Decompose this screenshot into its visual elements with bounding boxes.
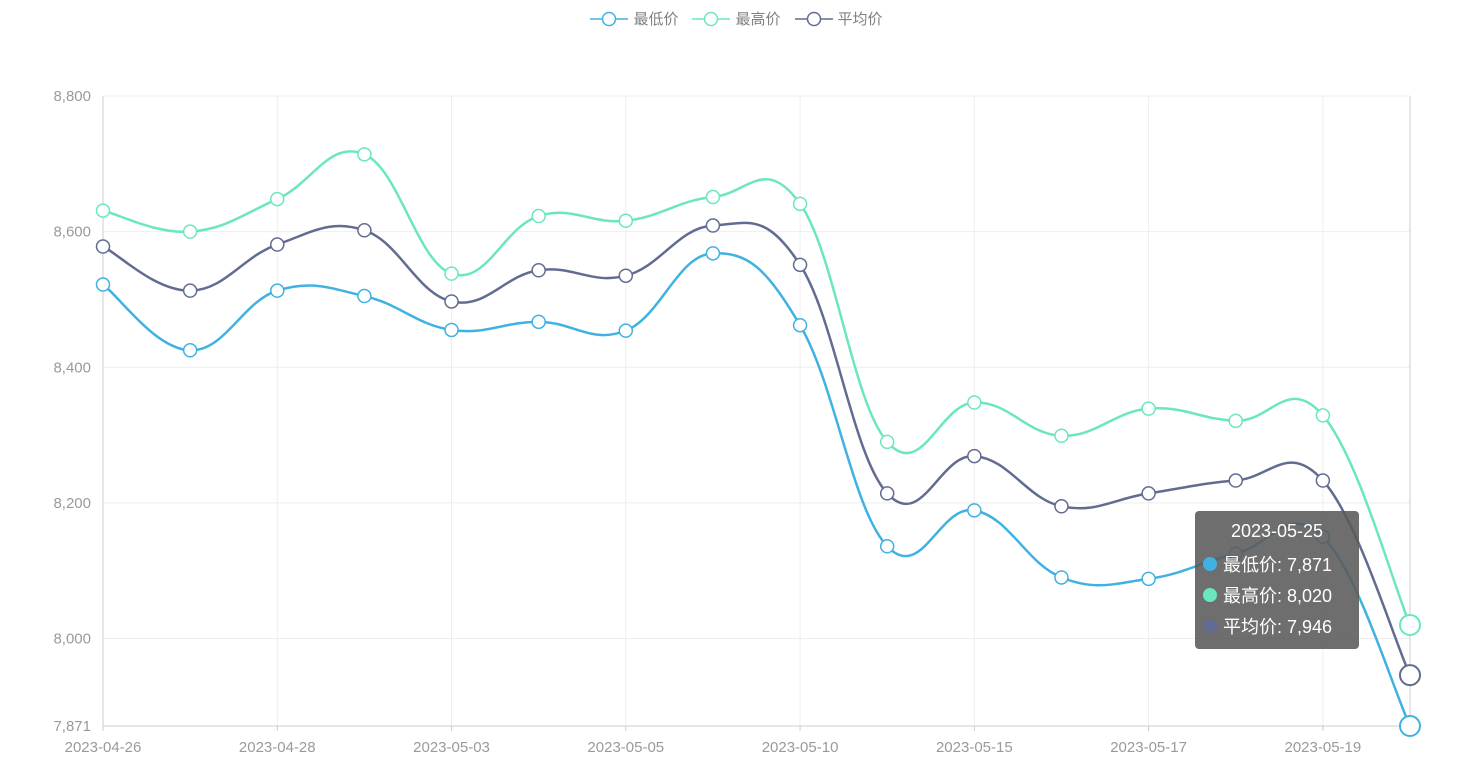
y-tick-label: 8,000 [53,631,91,648]
x-tick-label: 2023-05-03 [413,739,490,756]
data-point [270,283,285,298]
tooltip-dot-high-icon [1203,587,1217,602]
data-point [182,224,198,239]
legend-label-avg: 平均价 [837,11,883,28]
x-tick-label: 2023-05-17 [1110,739,1187,756]
data-point [182,283,198,298]
tooltip-value-low: 最低价: 7,871 [1223,554,1333,575]
tooltip-dot-avg-icon [1203,618,1217,633]
chart-legend: 最低价 最高价 平均价 [0,8,1473,29]
data-point [618,268,634,283]
data-point [967,395,982,410]
x-tick-label: 2023-05-10 [762,739,839,756]
legend-item-high[interactable]: 最高价 [692,8,781,29]
data-point [444,322,459,338]
x-tick-label: 2023-05-15 [936,739,1013,756]
data-point [618,323,634,338]
tooltip-value-high: 最高价: 8,020 [1223,585,1333,606]
data-point [1141,571,1156,587]
data-point [879,434,895,450]
data-point [792,317,808,333]
data-point [1228,413,1243,429]
data-point [705,218,721,233]
data-point [792,257,808,273]
data-point [1399,715,1421,737]
data-point [1315,473,1331,488]
legend-marker-low-icon [590,11,629,26]
data-point [1228,473,1243,488]
legend-marker-avg-icon [794,11,833,26]
tooltip-value-avg: 平均价: 7,946 [1223,616,1333,637]
data-point [357,223,372,238]
data-point [879,486,895,501]
x-tick-label: 2023-05-19 [1284,739,1361,756]
data-point [792,196,808,212]
x-tick-label: 2023-04-26 [65,739,142,756]
data-point [1054,428,1069,444]
data-point [967,503,982,518]
data-point [879,539,895,554]
data-point [95,239,111,254]
data-point [1399,613,1421,636]
data-point [1141,401,1156,416]
series-line-low [102,252,1412,727]
data-point [1141,486,1156,501]
data-point [1399,664,1421,687]
legend-label-high: 最高价 [735,11,781,28]
y-tick-label: 8,800 [53,88,91,105]
data-point [1315,408,1331,423]
data-point [705,189,721,205]
data-point [531,263,546,278]
tooltip-title: 2023-05-25 [1230,521,1324,541]
tooltip-row-avg: 平均价: 7,946 [1203,610,1351,641]
y-tick-label: 8,600 [53,224,91,241]
data-point [1054,570,1069,585]
data-point [705,246,721,261]
tooltip-row-high: 最高价: 8,020 [1203,579,1351,610]
data-point [1054,499,1069,514]
data-point [444,294,459,309]
data-point [531,314,546,330]
data-point [270,237,285,252]
tooltip-row-low: 最低价: 7,871 [1203,548,1351,579]
legend-label-low: 最低价 [633,11,679,28]
y-tick-label: 7,871 [53,718,91,735]
data-point [95,203,111,218]
legend-marker-high-icon [692,11,731,26]
data-point [182,343,198,358]
x-tick-label: 2023-05-05 [587,739,664,756]
x-tick-label: 2023-04-28 [239,739,316,756]
data-point [270,191,285,207]
tooltip: 2023-05-25 最低价: 7,871 最高价: 8,020 平均价: 7,… [1195,511,1359,649]
legend-item-low[interactable]: 最低价 [590,8,678,29]
data-point [95,277,111,292]
data-point [444,266,459,281]
data-point [618,213,634,229]
tooltip-dot-low-icon [1203,556,1217,571]
y-tick-label: 8,200 [53,495,91,512]
legend-item-avg[interactable]: 平均价 [794,8,883,29]
data-point [357,147,372,162]
data-point [531,208,546,224]
data-point [357,288,372,304]
y-tick-label: 8,400 [53,359,91,376]
data-point [967,448,982,464]
